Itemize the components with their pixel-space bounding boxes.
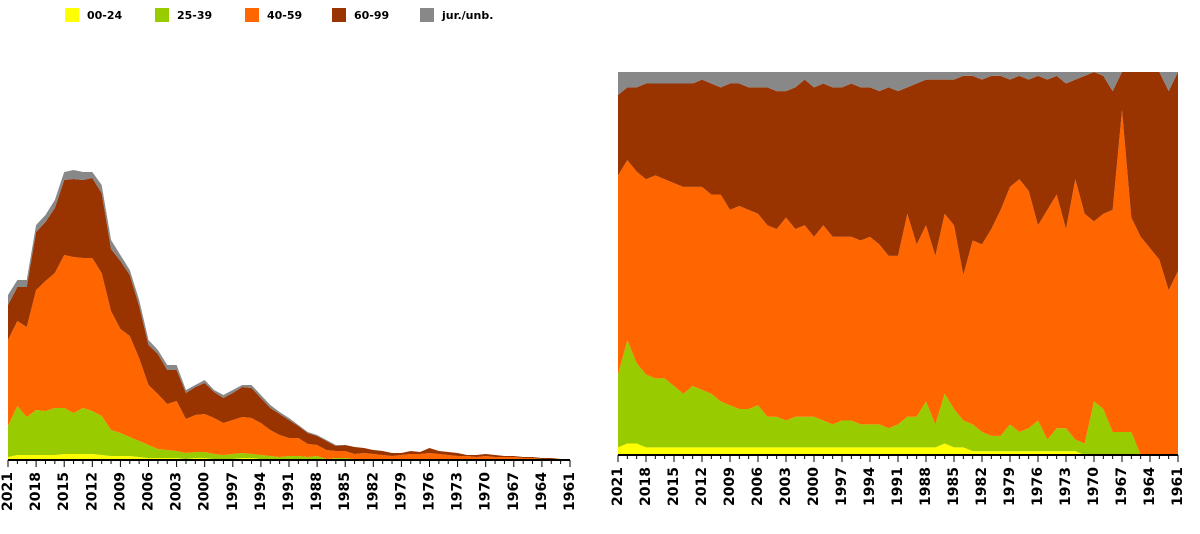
- area: [8, 406, 570, 460]
- x-tick-label: 2006: [750, 467, 766, 506]
- x-tick-label: 2003: [169, 472, 185, 511]
- area: [8, 454, 570, 460]
- x-tick-label: 2006: [141, 472, 157, 511]
- legend-label: 25-39: [177, 9, 212, 22]
- x-tick-label: 2018: [28, 472, 44, 511]
- x-tick-label: 1970: [1086, 467, 1102, 506]
- x-tick-label: 1973: [450, 472, 466, 511]
- legend-swatch: [420, 8, 434, 22]
- x-tick-label: 1967: [506, 472, 522, 511]
- x-tick-label: 2021: [610, 467, 626, 506]
- x-tick-label: 2012: [84, 472, 100, 511]
- x-tick-label: 1988: [918, 467, 934, 506]
- x-tick-label: 1991: [281, 472, 297, 511]
- area: [618, 110, 1178, 456]
- x-tick-label: 1967: [1114, 467, 1130, 506]
- x-tick-label: 1994: [862, 467, 878, 506]
- area: [618, 443, 1178, 455]
- x-tick-label: 1964: [534, 472, 550, 511]
- area: [618, 72, 1178, 95]
- x-tick-label: 1961: [1170, 467, 1186, 506]
- x-tick-label: 1964: [1142, 467, 1158, 506]
- x-tick-label: 1970: [478, 472, 494, 511]
- x-tick-label: 1976: [1030, 467, 1046, 506]
- x-tick-label: 2015: [56, 472, 72, 511]
- x-tick-label: 1982: [974, 467, 990, 506]
- x-tick-label: 2021: [0, 472, 16, 511]
- x-tick-label: 1985: [337, 472, 353, 511]
- x-tick-label: 1976: [422, 472, 438, 511]
- x-tick-label: 1973: [1058, 467, 1074, 506]
- x-tick-label: 2018: [638, 467, 654, 506]
- legend-swatch: [332, 8, 346, 22]
- x-tick-label: 2009: [112, 472, 128, 511]
- area: [618, 340, 1178, 455]
- legend-label: 60-99: [354, 9, 389, 22]
- x-tick-label: 1979: [1002, 467, 1018, 506]
- area: [8, 178, 570, 460]
- x-tick-label: 2012: [694, 467, 710, 506]
- legend-label: 40-59: [267, 9, 302, 22]
- legend-swatch: [155, 8, 169, 22]
- x-tick-label: 1961: [562, 472, 578, 511]
- x-tick-label: 1997: [834, 467, 850, 506]
- x-tick-label: 2009: [722, 467, 738, 506]
- x-tick-label: 1994: [253, 472, 269, 511]
- x-tick-label: 1997: [225, 472, 241, 511]
- area: [8, 255, 570, 460]
- x-tick-label: 1979: [393, 472, 409, 511]
- x-tick-label: 1988: [309, 472, 325, 511]
- x-tick-label: 2003: [778, 467, 794, 506]
- legend-label: jur./unb.: [441, 9, 493, 22]
- legend-swatch: [65, 8, 79, 22]
- x-tick-label: 2000: [806, 467, 822, 506]
- x-tick-label: 2000: [197, 472, 213, 511]
- x-tick-label: 1982: [365, 472, 381, 511]
- legend-swatch: [245, 8, 259, 22]
- x-tick-label: 1991: [890, 467, 906, 506]
- x-tick-label: 2015: [666, 467, 682, 506]
- legend-label: 00-24: [87, 9, 123, 22]
- area: [618, 72, 1178, 291]
- x-tick-label: 1985: [946, 467, 962, 506]
